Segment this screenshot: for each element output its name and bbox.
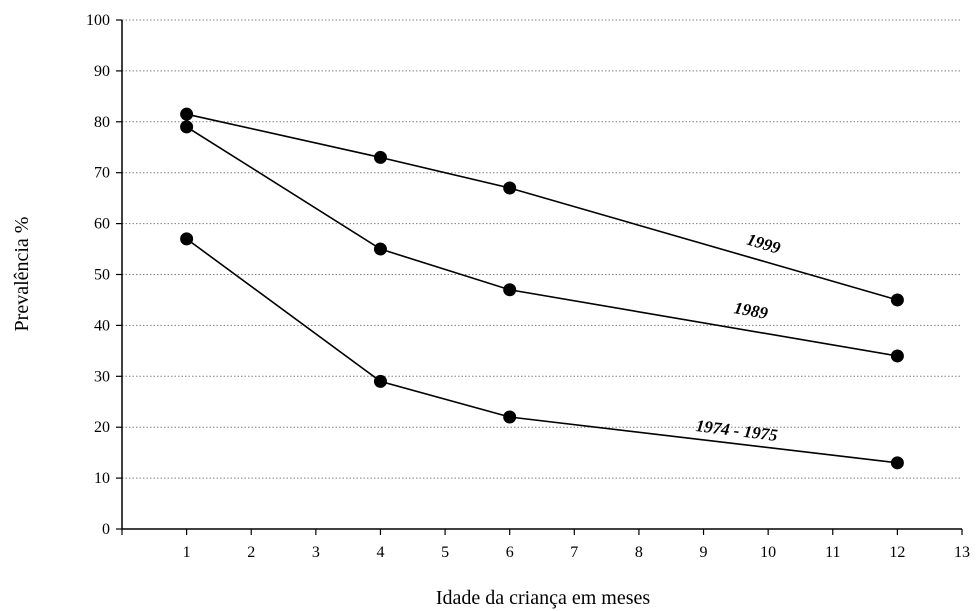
x-tick-label: 3	[312, 544, 320, 561]
x-tick-label: 8	[635, 544, 643, 561]
y-tick-label: 70	[94, 165, 110, 182]
data-point	[180, 232, 194, 246]
x-tick-label: 9	[700, 544, 708, 561]
gridlines	[122, 19, 962, 479]
x-axis-title: Idade da criança em meses	[436, 587, 651, 609]
data-point	[890, 293, 904, 307]
y-tick-label: 90	[94, 63, 110, 80]
data-point	[373, 242, 387, 256]
y-tick-label: 60	[94, 216, 110, 233]
x-tick-label: 10	[760, 544, 776, 561]
data-point	[503, 410, 517, 424]
series-group: 1999	[180, 107, 904, 307]
data-point	[180, 107, 194, 121]
y-tick-label: 80	[94, 114, 110, 131]
x-tick-label: 5	[441, 544, 449, 561]
x-tick-label: 4	[376, 544, 384, 561]
x-tick-label: 7	[570, 544, 578, 561]
data-point	[503, 181, 517, 195]
data-point	[890, 456, 904, 470]
x-tick-label: 13	[954, 544, 970, 561]
y-axis-ticks: 0 10 20 30 40 50 60 70 80 90 100	[86, 12, 122, 538]
series-label: 1989	[733, 298, 770, 323]
y-tick-label: 100	[86, 12, 110, 29]
y-tick-label: 0	[102, 521, 110, 538]
y-tick-label: 30	[94, 368, 110, 385]
data-point	[890, 349, 904, 363]
series-group: 1989	[180, 120, 904, 363]
series-group: 1974 - 1975	[180, 232, 904, 470]
series-line	[186, 238, 898, 464]
series-line	[186, 113, 898, 301]
series-label: 1999	[745, 230, 784, 258]
x-axis-ticks: 1 2 3 4 5 6 7 8 9 10 11 12 13	[121, 529, 970, 561]
data-point	[503, 283, 517, 297]
x-tick-label: 11	[825, 544, 840, 561]
x-tick-label: 2	[247, 544, 255, 561]
y-axis-title: Prevalência %	[11, 217, 33, 332]
y-tick-label: 20	[94, 419, 110, 436]
y-tick-label: 50	[94, 267, 110, 284]
y-tick-label: 10	[94, 470, 110, 487]
x-tick-label: 12	[889, 544, 905, 561]
series-line	[186, 126, 898, 357]
data-point	[180, 120, 194, 134]
data-point	[373, 374, 387, 388]
x-tick-label: 1	[183, 544, 191, 561]
data-point	[373, 150, 387, 164]
y-tick-label: 40	[94, 317, 110, 334]
x-tick-label: 6	[506, 544, 514, 561]
